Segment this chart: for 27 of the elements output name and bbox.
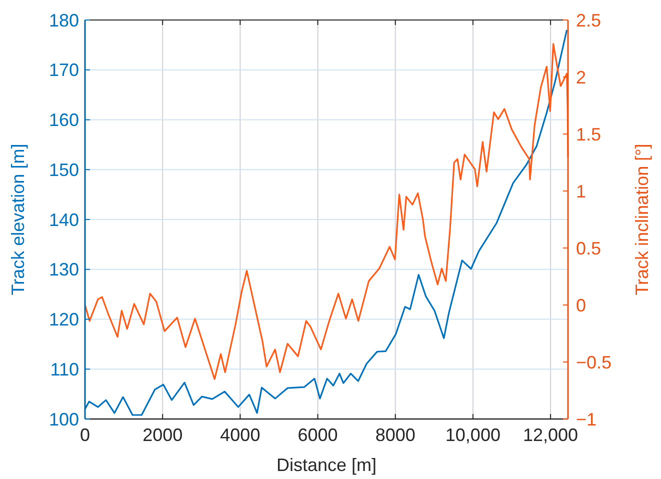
y-tick-label: 110 xyxy=(50,359,79,380)
x-axis-title: Distance [m] xyxy=(276,455,377,475)
y-tick-label: 130 xyxy=(48,260,79,280)
y-tick-label: 140 xyxy=(48,210,79,230)
y2-tick-label: 1 xyxy=(576,181,586,202)
y2-tick-label: 2 xyxy=(576,67,586,88)
y-axis-title: Track elevation [m] xyxy=(8,144,28,296)
y-tick-label: 170 xyxy=(48,60,79,80)
y-tick-label: 150 xyxy=(48,160,79,180)
y2-tick-label: 0.5 xyxy=(576,238,602,258)
x-tick-label: 10,000 xyxy=(445,425,500,445)
y-tick-label: 100 xyxy=(48,409,79,430)
y-tick-label: 180 xyxy=(48,10,79,30)
y2-tick-label: −0.5 xyxy=(576,352,612,372)
y2-axis-title: Track inclination [°] xyxy=(632,144,652,296)
x-tick-label: 0 xyxy=(80,425,90,445)
y-tick-label: 120 xyxy=(48,310,79,330)
y2-tick-label: −1 xyxy=(576,409,597,430)
x-tick-label: 6000 xyxy=(298,425,338,445)
x-tick-label: 8000 xyxy=(375,425,416,445)
y2-tick-label: 2.5 xyxy=(576,10,602,30)
x-tick-label: 2000 xyxy=(142,425,183,445)
y2-tick-label: 0 xyxy=(576,295,586,316)
y2-tick-label: 1.5 xyxy=(576,124,602,144)
x-tick-label: 4000 xyxy=(220,425,260,445)
x-tick-label: 12,000 xyxy=(523,425,578,445)
y-tick-label: 160 xyxy=(48,110,79,130)
